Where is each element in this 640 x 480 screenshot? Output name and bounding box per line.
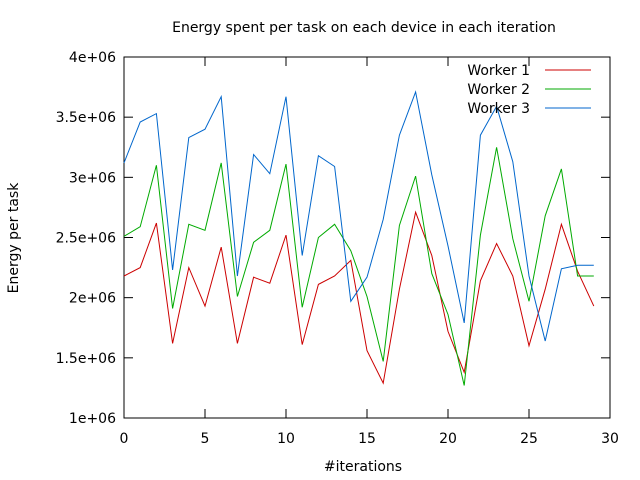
series-line-worker-1 <box>123 210 595 385</box>
chart-title: Energy spent per task on each device in … <box>172 20 556 36</box>
y-axis-label: Energy per task <box>6 182 22 294</box>
y-tick-label: 2.5e+06 <box>56 231 117 247</box>
series-line-worker-2 <box>123 147 594 386</box>
x-tick-label: 30 <box>601 431 619 447</box>
x-axis: 0 5 10 15 20 25 30 <box>120 57 619 447</box>
x-tick-label: 10 <box>277 431 295 447</box>
x-tick-label: 0 <box>120 431 129 447</box>
x-tick-label: 20 <box>439 431 457 447</box>
legend-label: Worker 2 <box>467 82 530 98</box>
series-lines <box>123 90 595 386</box>
y-tick-label: 3e+06 <box>69 170 116 186</box>
y-tick-label: 1e+06 <box>69 411 116 427</box>
x-axis-label: #iterations <box>324 459 402 475</box>
legend-label: Worker 1 <box>467 63 530 79</box>
y-tick-label: 4e+06 <box>69 50 116 66</box>
x-tick-label: 5 <box>201 431 210 447</box>
legend: Worker 1 Worker 2 Worker 3 <box>467 63 591 117</box>
x-tick-label: 25 <box>520 431 538 447</box>
plot-frame <box>123 56 611 419</box>
legend-label: Worker 3 <box>467 101 530 117</box>
x-tick-label: 15 <box>358 431 376 447</box>
y-tick-label: 2e+06 <box>69 291 116 307</box>
series-line-worker-3 <box>123 90 594 342</box>
y-tick-label: 1.5e+06 <box>56 351 117 367</box>
y-axis: 1e+06 1.5e+06 2e+06 2.5e+06 3e+06 3.5e+06 4e+0… <box>56 50 610 427</box>
y-tick-label: 3.5e+06 <box>56 110 117 126</box>
